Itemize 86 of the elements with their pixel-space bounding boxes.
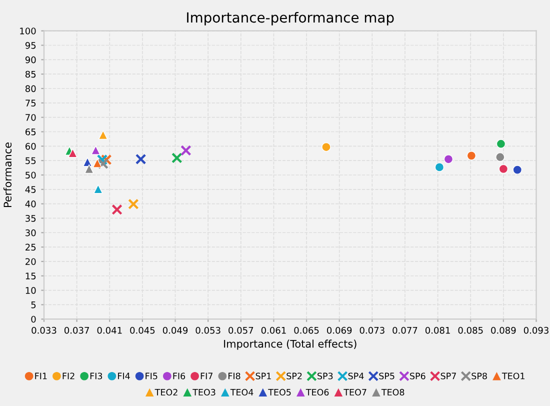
legend-label: FI8 [228, 372, 240, 380]
legend-label: FI4 [118, 372, 130, 380]
x-tick-label: 0.033 [32, 326, 56, 334]
point [92, 158, 102, 168]
y-tick-label: 55 [26, 157, 36, 164]
y-tick-label: 50 [26, 172, 36, 179]
x-tick-label: 0.053 [196, 326, 220, 334]
point [466, 151, 476, 160]
point [172, 152, 182, 164]
legend-label: SP5 [379, 372, 394, 380]
y-tick-label: 75 [26, 100, 36, 106]
point [91, 146, 100, 155]
legend-label: SP6 [410, 372, 426, 380]
point [512, 165, 522, 174]
y-tick-label: 100 [20, 28, 36, 34]
legend-label: SP3 [318, 372, 333, 380]
legend-label: TEO8 [381, 388, 404, 396]
chart-title: Importance-performance map [187, 12, 394, 26]
legend-label: TEO2 [154, 388, 178, 396]
legend-label: SP4 [348, 372, 364, 380]
x-tick-label: 0.045 [130, 326, 155, 334]
y-tick-label: 85 [25, 70, 36, 78]
x-tick-label: 0.081 [425, 326, 450, 334]
legend-label: SP7 [440, 372, 456, 380]
point [322, 142, 331, 152]
legend-label: FI7 [200, 372, 212, 380]
point [82, 157, 92, 167]
point [135, 154, 146, 165]
x-tick-label: 0.065 [294, 326, 319, 334]
legend-label: TEO7 [344, 388, 366, 396]
y-tick-label: 10 [26, 287, 36, 294]
x-tick-label: 0.085 [458, 326, 483, 334]
y-tick-label: 5 [31, 302, 36, 308]
point [498, 164, 508, 174]
y-tick-label: 25 [26, 244, 36, 251]
legend-label: TEO4 [230, 388, 254, 396]
y-tick-label: 60 [26, 142, 36, 150]
point [96, 154, 108, 166]
point [444, 154, 454, 164]
legend-label: FI5 [146, 372, 158, 380]
point [94, 184, 103, 194]
legend-label: SP8 [472, 372, 487, 380]
y-tick-label: 15 [26, 272, 36, 280]
x-tick-label: 0.077 [392, 326, 418, 334]
legend-label: TEO5 [268, 388, 291, 396]
x-axis-title: Importance (Total effects) [224, 340, 356, 350]
point [180, 145, 192, 156]
y-tick-label: 30 [26, 229, 36, 236]
legend-label: FI1 [35, 372, 47, 380]
y-axis-title: Performance [3, 142, 12, 207]
legend-label: TEO1 [502, 372, 524, 380]
x-tick-label: 0.073 [360, 326, 384, 334]
point [128, 198, 139, 210]
point [434, 162, 444, 172]
y-tick-label: 45 [25, 186, 36, 193]
point [496, 152, 505, 162]
point [496, 139, 506, 148]
y-tick-label: 95 [25, 42, 36, 49]
legend-label: FI6 [173, 372, 186, 380]
x-tick-label: 0.037 [64, 326, 89, 334]
y-tick-label: 35 [26, 214, 36, 222]
point [98, 130, 108, 140]
legend-label: FI3 [90, 372, 102, 380]
x-tick-label: 0.061 [261, 326, 286, 334]
x-tick-label: 0.049 [162, 326, 188, 334]
point [68, 148, 78, 158]
legend-label: SP2 [286, 372, 302, 380]
y-tick-label: 70 [26, 114, 36, 121]
y-tick-label: 65 [26, 128, 36, 136]
x-tick-label: 0.041 [97, 326, 122, 334]
y-tick-label: 80 [25, 85, 36, 92]
x-tick-label: 0.069 [327, 326, 352, 334]
y-tick-label: 20 [26, 258, 36, 266]
y-tick-label: 40 [25, 200, 36, 208]
legend-label: TEO6 [306, 388, 329, 396]
x-tick-label: 0.089 [491, 326, 516, 334]
x-tick-label: 0.093 [524, 326, 548, 334]
point [84, 164, 94, 174]
x-tick-label: 0.057 [228, 326, 254, 334]
point [98, 158, 108, 170]
legend-label: FI2 [62, 372, 74, 380]
y-tick-label: 0 [31, 316, 36, 323]
y-tick-label: 90 [25, 56, 36, 64]
legend-label: TEO3 [192, 388, 216, 396]
legend-label: SP1 [256, 372, 271, 380]
point [112, 204, 122, 215]
